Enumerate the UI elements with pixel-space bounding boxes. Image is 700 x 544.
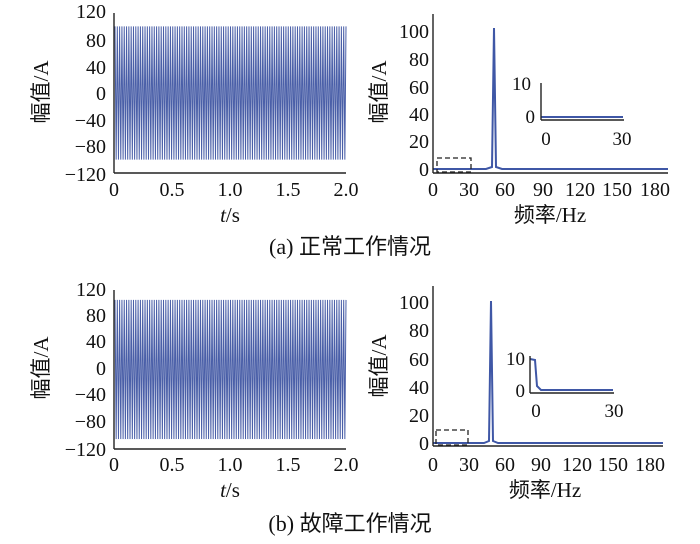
xtick-label: 180 <box>640 179 670 201</box>
inset-ytick-label: 0 <box>526 107 536 128</box>
xtick-label: 90 <box>531 454 551 476</box>
panel-b-time: 120 80 40 0 −40 −80 −120 0 0.5 1.0 1.5 2… <box>29 279 359 502</box>
ytick-label: 60 <box>409 349 429 371</box>
ytick-label: 80 <box>409 49 429 71</box>
ytick-label: −120 <box>65 439 106 461</box>
ytick-label: −40 <box>75 384 106 406</box>
ytick-label: 40 <box>409 104 429 126</box>
xtick-label: 150 <box>602 179 632 201</box>
xtick-label: 1.0 <box>218 454 243 476</box>
ytick-label: 120 <box>76 1 106 23</box>
panel-a-time: 120 80 40 0 −40 −80 −120 0 0.5 1.0 1.5 2… <box>29 1 359 227</box>
xtick-label: 1.5 <box>276 454 301 476</box>
xtick-labels: 0 30 60 90 120 150 180 <box>428 454 665 476</box>
wave-a <box>114 26 347 160</box>
xtick-label: 0.5 <box>160 179 185 201</box>
x-axis-label: 频率/Hz <box>509 478 581 502</box>
inset-ytick-label: 0 <box>516 381 526 402</box>
ytick-label: 120 <box>76 279 106 301</box>
xtick-label: 90 <box>533 179 553 201</box>
xtick-label: 150 <box>598 454 628 476</box>
ytick-label: −40 <box>75 110 106 132</box>
xtick-label: 180 <box>635 454 665 476</box>
xtick-label: 60 <box>495 454 515 476</box>
ytick-label: 80 <box>409 320 429 342</box>
ytick-label: 60 <box>409 77 429 99</box>
ytick-label: 80 <box>86 30 106 52</box>
xtick-label: 30 <box>459 454 479 476</box>
caption-a: (a) 正常工作情况 <box>269 234 431 259</box>
inset-xtick-label: 0 <box>541 129 551 150</box>
panel-b-spectrum: 100 80 60 40 20 0 0 30 60 90 120 150 180… <box>367 286 665 502</box>
xtick-label: 0 <box>428 454 438 476</box>
ytick-label: 0 <box>96 358 106 380</box>
ytick-label: 40 <box>409 377 429 399</box>
ytick-labels: 100 80 60 40 20 0 <box>399 21 429 181</box>
ytick-labels: 120 80 40 0 −40 −80 −120 <box>65 1 106 186</box>
xtick-label: 1.0 <box>218 179 243 201</box>
x-axis-label: 频率/Hz <box>514 203 586 227</box>
wave-b <box>114 299 347 440</box>
xtick-label: 120 <box>565 179 595 201</box>
xtick-label: 30 <box>459 179 479 201</box>
ytick-label: 20 <box>409 131 429 153</box>
xtick-label: 2.0 <box>334 454 359 476</box>
ytick-label: 100 <box>399 21 429 43</box>
zoom-box <box>435 429 469 446</box>
inset-ytick-label: 10 <box>512 74 531 95</box>
y-axis-label: 幅值/A <box>29 60 53 124</box>
ytick-label: 0 <box>419 159 429 181</box>
spectrum-line <box>433 27 668 170</box>
xtick-label: 0.5 <box>160 454 185 476</box>
ytick-label: 80 <box>86 305 106 327</box>
caption-b: (b) 故障工作情况 <box>268 511 431 536</box>
xtick-label: 2.0 <box>334 179 359 201</box>
xtick-label: 120 <box>562 454 592 476</box>
ytick-label: 40 <box>86 331 106 353</box>
ytick-label: 40 <box>86 57 106 79</box>
zoom-box <box>436 157 472 173</box>
ytick-label: 0 <box>419 433 429 455</box>
y-axis-label: 幅值/A <box>367 60 391 124</box>
x-axis-label: t/s <box>220 203 240 227</box>
xtick-label: 60 <box>495 179 515 201</box>
spectrum-line <box>433 300 663 444</box>
xtick-label: 0 <box>109 179 119 201</box>
inset-line <box>529 358 613 391</box>
xtick-labels: 0 0.5 1.0 1.5 2.0 <box>109 454 359 476</box>
inset-xtick-label: 30 <box>613 129 632 150</box>
ytick-label: −80 <box>75 136 106 158</box>
inset-ytick-label: 10 <box>506 349 525 370</box>
ytick-labels: 100 80 60 40 20 0 <box>399 292 429 455</box>
inset-b: 10 0 0 30 <box>506 349 624 422</box>
ytick-label: 0 <box>96 83 106 105</box>
ytick-label: −120 <box>65 164 106 186</box>
ytick-labels: 120 80 40 0 −40 −80 −120 <box>65 279 106 461</box>
y-axis-label: 幅值/A <box>29 336 53 400</box>
x-axis-label: t/s <box>220 478 240 502</box>
inset-xtick-label: 0 <box>531 401 541 422</box>
xtick-label: 0 <box>109 454 119 476</box>
y-axis-label: 幅值/A <box>367 334 391 398</box>
xtick-label: 0 <box>428 179 438 201</box>
xtick-labels: 0 0.5 1.0 1.5 2.0 <box>109 179 359 201</box>
xtick-labels: 0 30 60 90 120 150 180 <box>428 179 670 201</box>
inset-a: 10 0 0 30 <box>512 74 632 150</box>
ytick-label: 20 <box>409 405 429 427</box>
ytick-label: 100 <box>399 292 429 314</box>
panel-a-spectrum: 100 80 60 40 20 0 0 30 60 90 120 150 180… <box>367 14 670 227</box>
ytick-label: −80 <box>75 411 106 433</box>
inset-xtick-label: 30 <box>605 401 624 422</box>
xtick-label: 1.5 <box>276 179 301 201</box>
